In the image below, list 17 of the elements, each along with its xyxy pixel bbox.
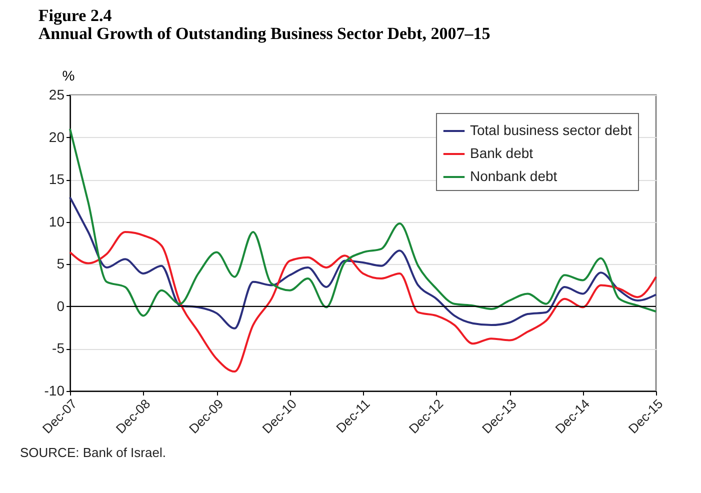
y-tick-label: -5 — [52, 340, 65, 356]
chart-title: Figure 2.4 — [38, 6, 112, 25]
legend-label: Total business sector debt — [470, 122, 632, 138]
legend-label: Nonbank debt — [470, 168, 558, 184]
y-tick-label: 10 — [48, 213, 65, 230]
y-axis-title: % — [62, 68, 75, 84]
y-tick-label: 0 — [56, 298, 65, 314]
legend-label: Bank debt — [470, 145, 534, 161]
y-tick-label: -10 — [44, 382, 65, 398]
y-tick-label: 5 — [56, 256, 65, 272]
y-tick-label: 15 — [48, 171, 65, 188]
line-series — [69, 196, 657, 330]
y-tick-label: 20 — [48, 128, 65, 145]
chart-subtitle: Annual Growth of Outstanding Business Sector Debt, 2007–15 — [38, 24, 490, 43]
y-tick-label: 25 — [48, 86, 65, 102]
source-note: SOURCE: Bank of Israel. — [20, 445, 166, 460]
line-series — [69, 231, 657, 373]
